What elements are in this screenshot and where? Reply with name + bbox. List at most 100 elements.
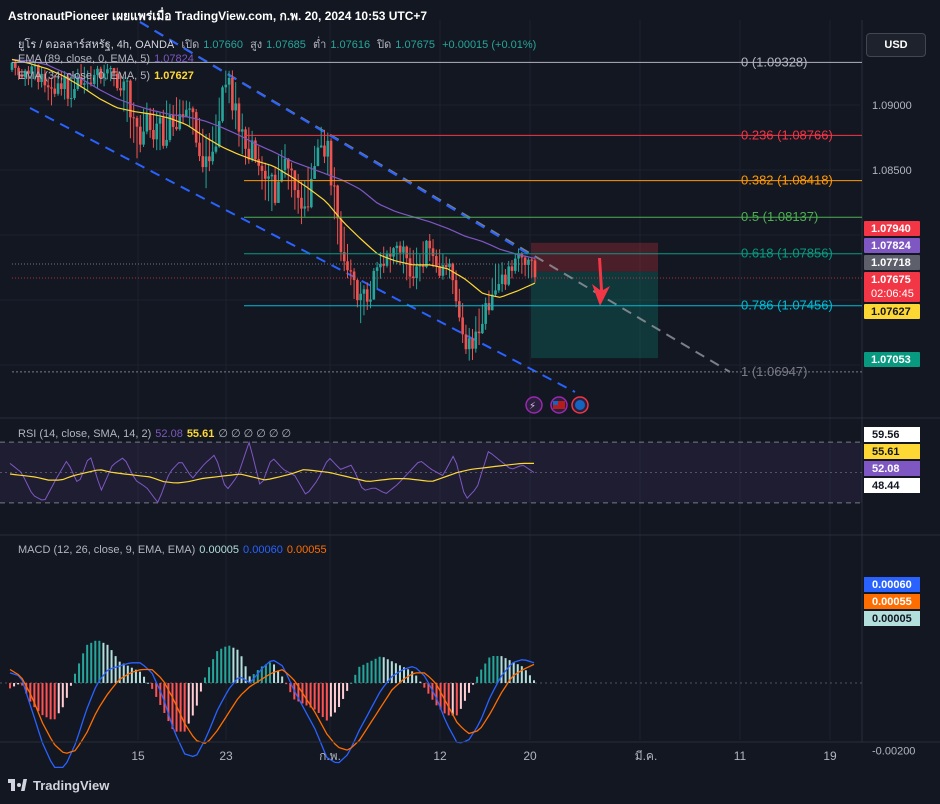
candle-body [428, 240, 432, 249]
candle-body [69, 98, 73, 100]
macd-histogram-bar [325, 683, 328, 721]
low-value: 1.07616 [330, 39, 371, 51]
macd-histogram-bar [240, 656, 243, 683]
macd-histogram-bar [147, 682, 150, 684]
macd-histogram-bar [167, 683, 170, 722]
time-axis: 15 23 ก.พ. 12 20 มี.ค. 11 19 [0, 741, 940, 763]
candle-body [415, 266, 418, 278]
macd-histogram-bar [484, 663, 487, 683]
price-label-text: 1.07824 [871, 240, 912, 252]
macd-histogram-bar [354, 674, 357, 683]
macd-histogram-bar [297, 683, 300, 702]
macd-histogram-bar [264, 664, 267, 683]
candle-body [448, 263, 451, 268]
symbol-legend[interactable]: ยูโร / ดอลลาร์สหรัฐ, 4h, OANDA เปิด 1.076… [18, 35, 540, 53]
ema89-line [11, 58, 536, 259]
chart-overlays [12, 21, 862, 393]
candle-body [23, 70, 27, 78]
candle-body [168, 115, 172, 140]
candle-body [194, 112, 198, 143]
macd-legend[interactable]: MACD (12, 26, close, 9, EMA, EMA) 0.00005… [18, 544, 331, 556]
macd-histogram-bar [492, 656, 495, 683]
candle-body [106, 69, 109, 74]
macd-histogram-bar [212, 659, 215, 683]
macd-histogram-bar [403, 667, 406, 683]
time-axis-label: 20 [523, 749, 537, 763]
fib-level-label: 0 (1.09328) [741, 54, 808, 69]
candle-body [204, 156, 208, 168]
candle-body [53, 88, 57, 94]
short-arrow-icon [592, 258, 610, 306]
macd-histogram-bar [118, 661, 121, 683]
ema34-legend[interactable]: EMA (34, close, 0, EMA, 5) 1.07627 [18, 70, 198, 82]
tradingview-logo-icon [8, 779, 28, 791]
candle-body [382, 263, 385, 266]
macd-histogram-bar [65, 683, 68, 698]
rsi-extra: ∅ ∅ ∅ ∅ ∅ ∅ [218, 428, 292, 440]
us-flag-stripes [553, 401, 565, 409]
candle-body [63, 76, 66, 90]
candle-body [17, 67, 20, 76]
tradingview-logo[interactable]: TradingView [8, 778, 109, 793]
candle-body [369, 299, 372, 302]
candle-body [313, 166, 316, 179]
candle-body [280, 170, 284, 182]
price-label-tag [864, 255, 920, 270]
macd-histogram-bar [130, 667, 133, 683]
candle-body [533, 260, 537, 278]
candle-body [263, 170, 267, 179]
candle-body [296, 190, 300, 198]
candle-body [188, 108, 191, 110]
candle-body [471, 338, 474, 349]
candle-body [257, 159, 260, 166]
candle-body [224, 84, 228, 88]
macd-histogram-bar [480, 669, 483, 683]
currency-button[interactable]: USD [866, 33, 926, 57]
candle-body [132, 117, 136, 119]
close-label: ปิด [377, 39, 392, 51]
price-label-tag [864, 221, 920, 236]
candle-body [421, 265, 425, 267]
price-label-tag [864, 352, 920, 367]
channel-upper-line [139, 21, 536, 259]
candle-body [96, 68, 99, 75]
macd-histogram-bar [333, 683, 336, 713]
fib-level-label: 0.618 (1.07856) [741, 246, 833, 261]
macd-histogram-bar [415, 675, 418, 683]
macd-axis-text: 0.00060 [872, 579, 912, 591]
ema89-value: 1.07824 [154, 53, 194, 65]
candle-body [349, 270, 353, 272]
fib-level-label: 0.5 (1.08137) [741, 209, 818, 224]
symbol-name[interactable]: ยูโร / ดอลลาร์สหรัฐ, 4h, OANDA [18, 39, 175, 51]
macd-histogram-bar [411, 671, 414, 683]
rsi-legend[interactable]: RSI (14, close, SMA, 14, 2) 52.08 55.61 ∅ ∅… [18, 427, 295, 440]
candle-body [247, 148, 251, 160]
candle-body [162, 117, 165, 146]
countdown-text: 02:06:45 [871, 288, 914, 300]
fib-level-label: 0.382 (1.08418) [741, 173, 833, 188]
macd-histogram-bar [447, 683, 450, 716]
candle-body [527, 259, 530, 265]
candle-body [270, 174, 274, 177]
ema89-legend[interactable]: EMA (89, close, 0, EMA, 5) 1.07824 [18, 53, 198, 65]
macd-signal-line [9, 663, 535, 754]
candle-body [477, 331, 481, 334]
candle-body [454, 280, 458, 302]
candle-body [500, 274, 504, 284]
candle-body [319, 145, 323, 148]
macd-histogram-bar [244, 666, 247, 683]
macd-histogram-bar [82, 653, 85, 683]
candle-body [464, 334, 468, 350]
open-label: เปิด [181, 39, 200, 51]
us-flag-canton [553, 401, 558, 405]
high-label: สูง [250, 39, 263, 51]
macd-histogram-bar [338, 683, 341, 707]
macd-histogram-bar [228, 645, 231, 683]
macd-histogram-bar [394, 663, 397, 683]
candle-body [277, 181, 280, 203]
rsi-axis-tag [864, 478, 920, 493]
candle-body [142, 131, 145, 145]
macd-histogram-bar [41, 683, 44, 716]
macd-histogram-bar [248, 676, 251, 683]
